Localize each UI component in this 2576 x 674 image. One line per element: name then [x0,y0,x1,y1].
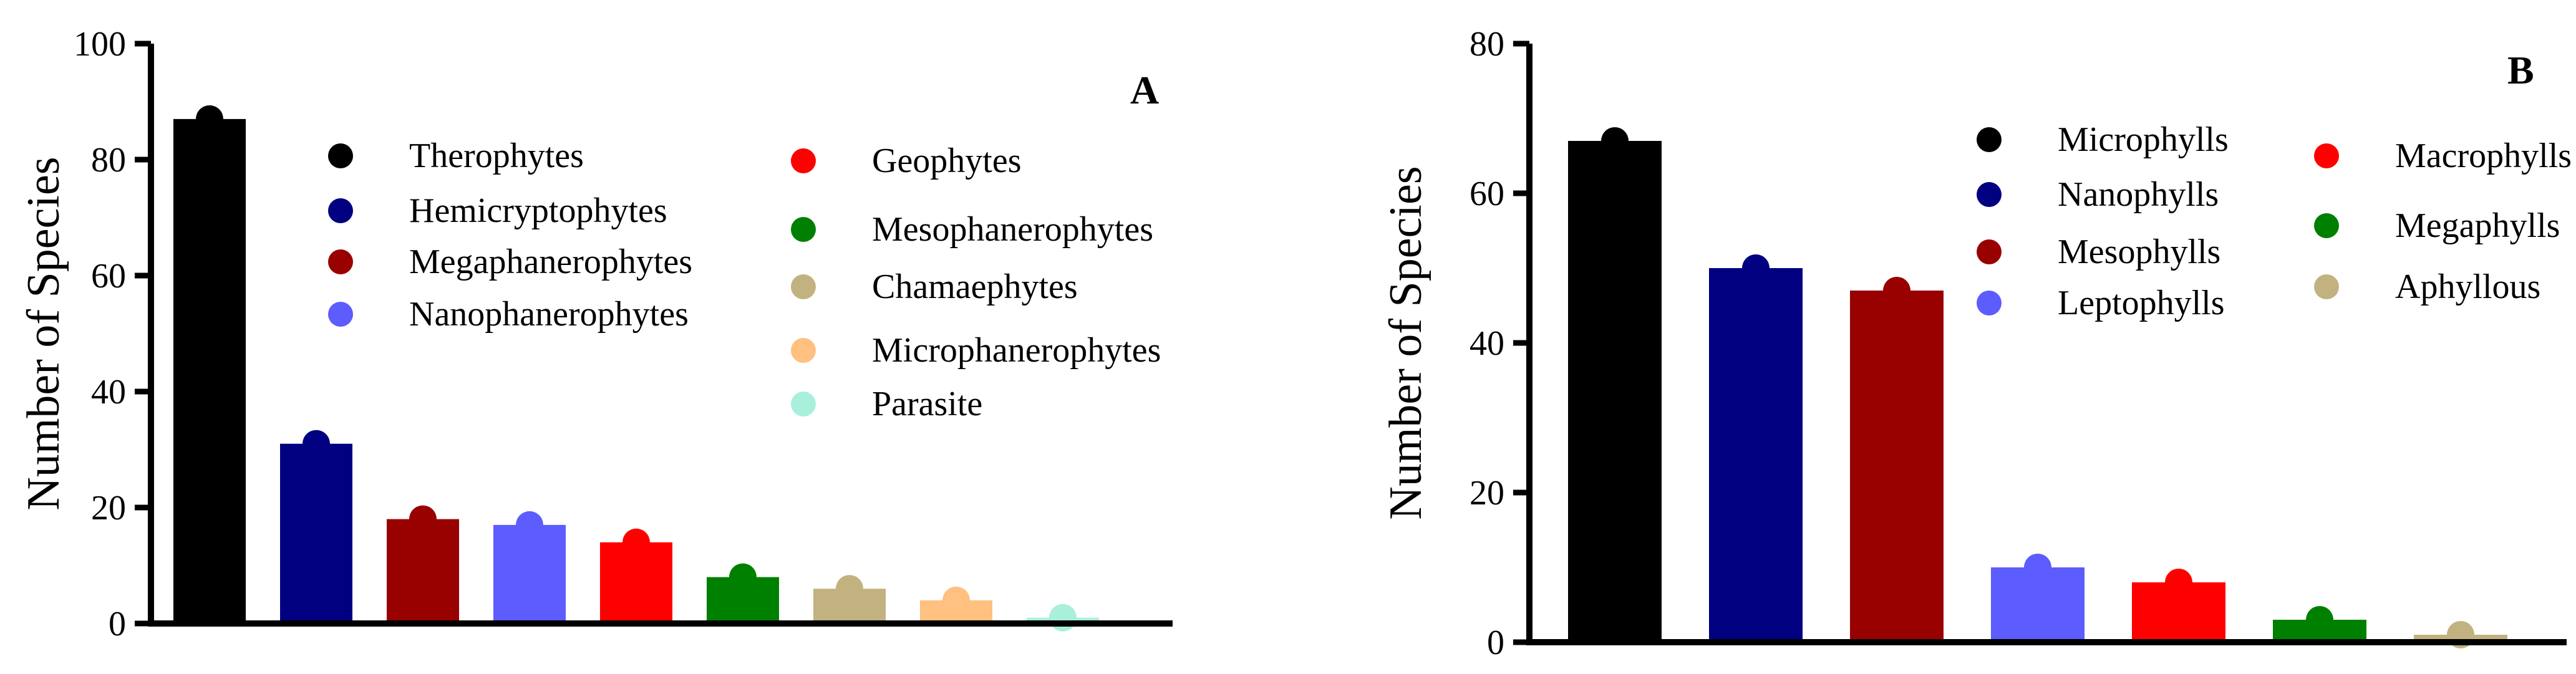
panel-a-panel-label: A [1130,68,1159,112]
panel-b-legend-marker [1977,182,2002,207]
panel-a-legend-marker [328,249,353,274]
panel-a-legend-marker [791,392,816,416]
panel-a-legend-marker [328,143,353,168]
panel-a-point [196,105,223,133]
panel-b-legend-label: Nanophylls [2058,175,2219,214]
panel-b-point [2306,606,2333,633]
panel-a-point [942,586,970,614]
panel-b-legend-marker [2314,274,2339,299]
panel-a-bar [280,443,352,623]
panel-a-point [836,575,863,603]
panel-a-legend-label: Hemicryptophytes [409,191,667,230]
panel-b-point [2165,569,2192,596]
panel-b-legend-marker [1977,127,2002,152]
panel-a-bar [387,519,459,623]
panel-b-legend-marker [2314,143,2339,168]
panel-b-y-tick-label: 80 [1470,25,1504,64]
panel-b-bar [1850,291,1944,642]
panel-b-legend-label: Megaphylls [2395,206,2560,245]
panel-a-point [1049,604,1077,632]
panel-b-bar [1568,141,1662,642]
panel-a-point [729,563,757,591]
panel-b-point [2024,554,2051,581]
panel-a-point [622,528,650,556]
panel-a-legend-label: Chamaephytes [872,267,1078,306]
panel-a-point [516,511,543,539]
panel-a-legend-marker [791,217,816,242]
panel-a-legend-label: Mesophanerophytes [872,210,1153,249]
panel-a-y-tick-label: 0 [109,605,126,643]
panel-b-bar [1709,268,1803,642]
panel-a-legend-label: Geophytes [872,142,1022,180]
panel-a-y-tick-label: 40 [91,373,126,412]
panel-a-legend-marker [791,274,816,299]
panel-a-y-tick-label: 60 [91,257,126,296]
panel-b-legend-label: Mesophylls [2058,233,2220,271]
panel-a-y-tick-label: 100 [74,25,126,64]
panel-a-legend-label: Therophytes [409,137,584,175]
panel-b-point [1883,277,1910,304]
panel-a-legend-marker [328,198,353,223]
panel-a-legend-label: Microphanerophytes [872,331,1161,370]
panel-a-y-axis-title: Number of Species [18,156,69,510]
panel-b-y-axis-title: Number of Species [1380,166,1431,519]
panel-b-y-tick-label: 20 [1470,474,1504,513]
panel-b-point [1601,127,1629,155]
panel-b-legend-marker [1977,291,2002,315]
panel-b-chart: 0 20 40 60 80 Number of Species B Microphylls Na… [1380,25,2572,662]
panel-b-legend-marker [2314,213,2339,238]
panel-b-legend-label: Macrophylls [2395,137,2572,175]
panel-b-point [1742,254,1770,282]
panel-a-bar [493,524,566,623]
panel-b-y-tick-label: 60 [1470,175,1504,213]
panel-b-legend-label: Aphyllous [2395,267,2540,306]
panel-b-y-tick-label: 0 [1487,623,1504,662]
panel-a-legend-marker [791,338,816,363]
panel-b-legend-marker [1977,239,2002,264]
panel-b-panel-label: B [2507,48,2534,92]
panel-a-legend-label: Nanophanerophytes [409,295,689,334]
panel-a-y-tick-label: 80 [91,141,126,180]
panel-a-bar [173,118,246,623]
panel-a-chart: 0 20 40 60 80 100 Number of Species A Therophyte… [18,25,1173,643]
panel-a-point [409,505,437,533]
panel-b-legend-label: Microphylls [2058,120,2229,159]
panel-a-legend-label: Megaphanerophytes [409,243,692,281]
panel-a-point [303,430,330,458]
panel-a-legend-label: Parasite [872,385,982,423]
panel-a-y-tick-label: 20 [91,489,126,527]
panel-a-legend-marker [328,302,353,327]
panel-a-legend-marker [791,148,816,173]
panel-b-legend-label: Leptophylls [2058,284,2225,322]
panel-b-y-tick-label: 40 [1470,324,1504,363]
